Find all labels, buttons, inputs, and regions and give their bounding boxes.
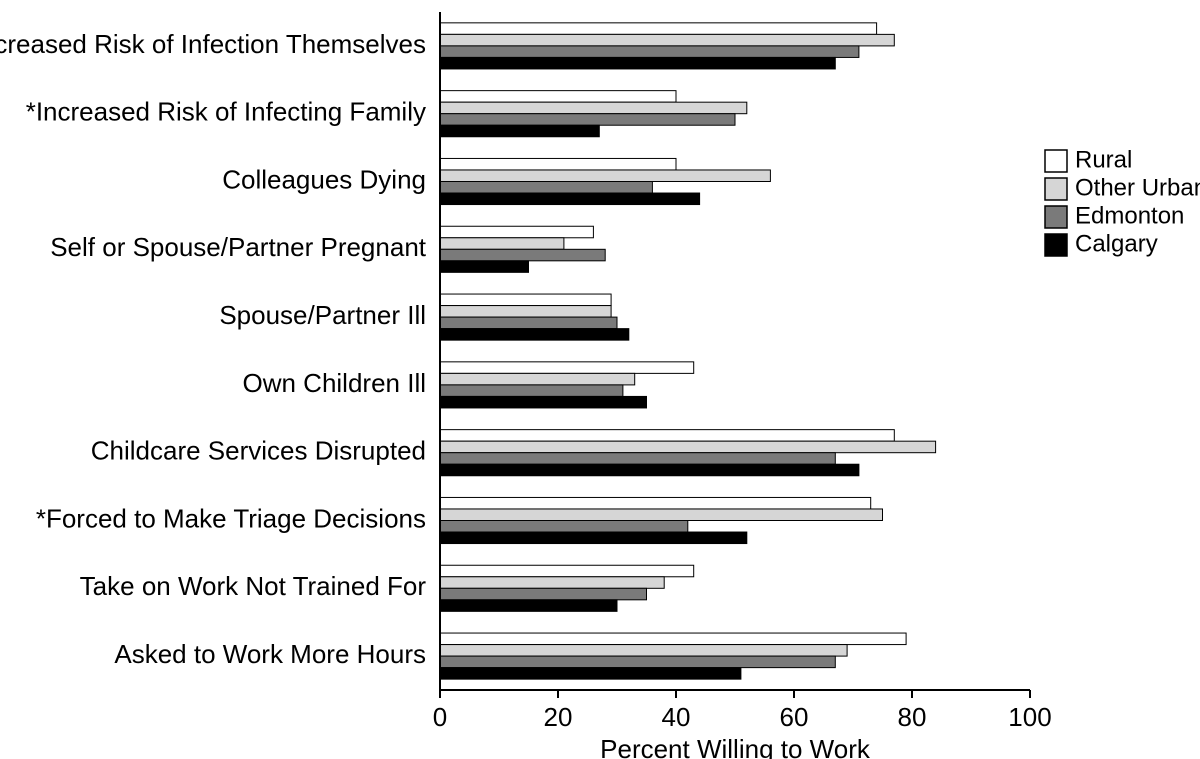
bar [440, 656, 835, 668]
legend-label: Calgary [1075, 231, 1158, 258]
bar [440, 102, 747, 114]
chart-container: Increased Risk of Infection Themselves *I… [0, 0, 1200, 759]
bar [440, 577, 664, 589]
bar [440, 125, 599, 137]
category-label: Take on Work Not Trained For [80, 571, 427, 601]
legend-label: Other Urban [1075, 175, 1200, 202]
bar-chart: Increased Risk of Infection Themselves *I… [0, 0, 1200, 759]
bar [440, 441, 936, 453]
bar [440, 509, 883, 521]
legend-label: Edmonton [1075, 203, 1184, 230]
bar [440, 668, 741, 680]
bar [440, 261, 529, 273]
bar [440, 249, 605, 261]
bar [440, 497, 871, 509]
bar [440, 158, 676, 170]
bar [440, 565, 694, 577]
bar [440, 373, 635, 385]
category-label: Own Children Ill [242, 368, 426, 398]
legend-swatch [1045, 178, 1067, 200]
category-label: Increased Risk of Infection Themselves [0, 29, 426, 59]
category-label: Asked to Work More Hours [114, 639, 426, 669]
bar [440, 226, 593, 238]
bar [440, 114, 735, 126]
bar [440, 633, 906, 645]
bar [440, 23, 877, 35]
bar [440, 453, 835, 465]
bar [440, 170, 770, 182]
x-tick-label: 40 [662, 702, 691, 732]
bar [440, 385, 623, 397]
bar [440, 362, 694, 374]
bar [440, 182, 652, 194]
bar [440, 306, 611, 318]
bar [440, 193, 700, 205]
category-label: Childcare Services Disrupted [91, 436, 426, 466]
bar [440, 91, 676, 103]
bar [440, 521, 688, 533]
bar [440, 396, 647, 408]
bar [440, 645, 847, 657]
x-axis-label: Percent Willing to Work [600, 734, 871, 759]
category-label: Colleagues Dying [222, 164, 426, 194]
legend-swatch [1045, 206, 1067, 228]
category-label: Self or Spouse/Partner Pregnant [50, 232, 427, 262]
x-tick-label: 80 [898, 702, 927, 732]
x-tick-label: 0 [433, 702, 447, 732]
category-label: *Forced to Make Triage Decisions [36, 503, 426, 533]
x-tick-label: 100 [1008, 702, 1051, 732]
legend-label: Rural [1075, 147, 1132, 174]
legend-swatch [1045, 150, 1067, 172]
bar [440, 46, 859, 58]
bar [440, 238, 564, 250]
x-tick-label: 60 [780, 702, 809, 732]
bar [440, 430, 894, 442]
bar [440, 600, 617, 612]
bar [440, 588, 647, 600]
category-label: *Increased Risk of Infecting Family [26, 97, 426, 127]
bar [440, 317, 617, 329]
bar [440, 329, 629, 341]
bar [440, 34, 894, 46]
legend-swatch [1045, 234, 1067, 256]
bar [440, 57, 835, 69]
bar [440, 532, 747, 544]
category-label: Spouse/Partner Ill [219, 300, 426, 330]
bar [440, 294, 611, 306]
bar [440, 464, 859, 476]
x-tick-label: 20 [544, 702, 573, 732]
